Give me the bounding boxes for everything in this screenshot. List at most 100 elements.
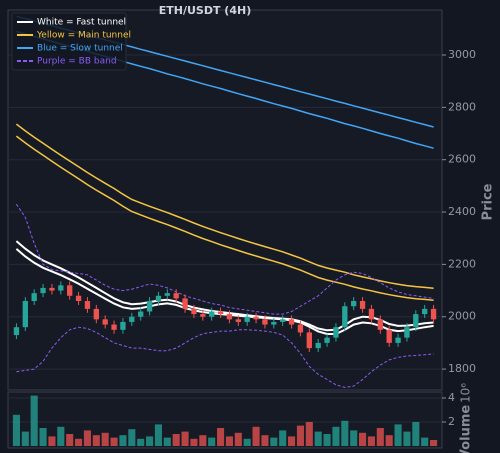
volume-bar: [154, 424, 162, 446]
volume-bar: [146, 436, 154, 446]
volume-bar: [83, 430, 91, 446]
volume-bar: [101, 432, 109, 446]
volume-bar: [66, 434, 74, 446]
volume-bars: [12, 395, 438, 446]
volume-bar: [92, 435, 100, 446]
volume-bar: [252, 426, 260, 446]
volume-bar: [225, 436, 233, 446]
volume-bar: [128, 429, 136, 446]
candle-body: [288, 319, 295, 325]
volume-bar: [217, 428, 225, 446]
candle-body: [31, 293, 37, 302]
volume-bar: [305, 422, 313, 446]
tunnel-line: [15, 135, 434, 301]
volume-tick-label: 4: [448, 391, 455, 404]
volume-bar: [394, 424, 402, 446]
volume-bar: [385, 435, 393, 446]
y-tick-label: 2000: [448, 310, 476, 323]
volume-bar: [314, 431, 322, 446]
candle-body: [84, 301, 91, 309]
candle-body: [49, 287, 55, 291]
volume-bar: [12, 414, 20, 446]
legend-label: Blue = Slow tunnel: [37, 44, 123, 54]
volume-bar: [208, 437, 216, 446]
legend-label: White = Fast tunnel: [37, 18, 126, 28]
volume-bar: [243, 438, 251, 446]
candle-body: [209, 311, 215, 317]
volume-bar: [39, 428, 47, 446]
volume-bar: [172, 434, 180, 446]
volume-axis-label: Volume: [459, 405, 474, 453]
y-tick-label: 3000: [448, 48, 476, 61]
volume-bar: [48, 436, 56, 446]
candle-body: [129, 316, 135, 322]
volume-bar: [323, 434, 331, 446]
legend-label: Purple = BB band: [37, 57, 117, 67]
candle-body: [271, 321, 277, 325]
volume-bar: [367, 436, 375, 446]
volume-bar: [234, 432, 242, 446]
candle-body: [182, 298, 188, 309]
candle-body: [297, 324, 304, 333]
candle-body: [164, 293, 170, 296]
volume-bar: [412, 422, 420, 446]
y-tick-label: 2400: [448, 205, 476, 218]
candle-body: [200, 314, 206, 317]
candle-body: [138, 311, 144, 317]
y-axis-label: Price: [481, 183, 496, 220]
candle-body: [315, 342, 321, 349]
candle-body: [413, 314, 419, 328]
volume-bar: [181, 431, 189, 446]
volume-bar: [421, 437, 429, 446]
volume-bar: [341, 420, 349, 446]
candle-body: [430, 308, 437, 320]
y-tick-label: 2600: [448, 153, 476, 166]
tunnel-line: [15, 248, 434, 335]
price-panel: [7, 9, 443, 391]
candle-body: [404, 327, 410, 338]
volume-bar: [137, 438, 145, 446]
y-tick-label: 1800: [448, 362, 476, 375]
candle-body: [395, 337, 401, 343]
candle-body: [226, 314, 233, 320]
candle-body: [324, 337, 330, 343]
candle-body: [386, 329, 392, 343]
candle-body: [377, 319, 383, 330]
axes: 1800 2000 2200 2400 2600 2800 3000 2 4: [442, 48, 476, 428]
candle-body: [102, 319, 108, 325]
candle-body: [422, 308, 428, 315]
candle-body: [146, 301, 153, 312]
legend-box: [11, 12, 127, 71]
volume-bar: [199, 435, 207, 446]
volume-bar: [350, 430, 358, 446]
candle-body: [13, 327, 20, 336]
volume-bar: [163, 437, 171, 446]
y-tick-label: 2200: [448, 257, 476, 270]
volume-bar: [279, 430, 287, 446]
volume-bar: [190, 438, 198, 446]
candle-body: [262, 319, 268, 325]
volume-offset: 10⁶: [459, 383, 473, 403]
volume-bar: [110, 437, 118, 446]
y-tick-label: 2800: [448, 100, 476, 113]
candle-body: [111, 324, 117, 330]
candle-body: [75, 295, 82, 302]
candle-body: [342, 306, 348, 328]
candle-body: [93, 308, 99, 320]
candle-body: [253, 316, 259, 320]
candle-body: [217, 311, 224, 315]
candle-body: [359, 301, 366, 309]
candle-body: [280, 319, 286, 322]
candle-body: [155, 295, 162, 302]
volume-tick-label: 2: [448, 415, 455, 428]
volume-bar: [270, 437, 278, 446]
candle-body: [58, 285, 64, 291]
candle-body: [244, 316, 250, 322]
candle-body: [333, 327, 339, 338]
volume-bar: [30, 395, 38, 446]
candle-body: [22, 301, 28, 328]
chart-title: ETH/USDT (4H): [159, 4, 251, 17]
tunnel-line: [15, 203, 434, 315]
